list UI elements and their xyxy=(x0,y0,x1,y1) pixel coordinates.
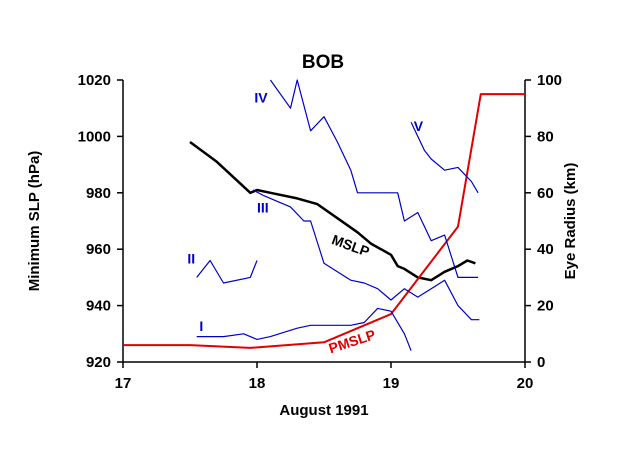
x-tick-label: 18 xyxy=(249,375,266,392)
y-right-tick-label: 100 xyxy=(537,72,562,89)
series-label-v: V xyxy=(414,118,424,134)
y-right-tick-label: 40 xyxy=(537,241,554,258)
series-label-ii: II xyxy=(187,250,195,266)
series-label-i: I xyxy=(199,318,203,334)
y-left-tick-label: 1020 xyxy=(78,72,111,89)
axes xyxy=(122,80,526,363)
series-line-pmslp xyxy=(123,93,525,349)
x-tick-label: 17 xyxy=(115,375,132,392)
x-tick-label: 19 xyxy=(383,375,400,392)
y-right-tick-label: 60 xyxy=(537,185,554,202)
y-left-tick-label: 940 xyxy=(86,298,111,315)
y-axis-right-label: Eye Radius (km) xyxy=(562,163,579,280)
series-line-mslp xyxy=(189,140,476,282)
series-label-iv: IV xyxy=(254,90,268,106)
series-label-iii: III xyxy=(257,200,269,216)
series-group xyxy=(123,79,525,351)
series-line-iv xyxy=(269,79,479,278)
series-line-v xyxy=(410,122,479,194)
series-label-mslp: MSLP xyxy=(330,231,372,259)
series-line-ii xyxy=(196,259,258,284)
y-axis-left-label: Minimum SLP (hPa) xyxy=(26,151,43,292)
x-tick-label: 20 xyxy=(517,375,534,392)
chart-title: BOB xyxy=(302,52,344,73)
y-right-tick-label: 80 xyxy=(537,128,554,145)
series-line-iii xyxy=(252,189,480,321)
y-left-tick-label: 920 xyxy=(86,354,111,371)
y-left-tick-label: 980 xyxy=(86,185,111,202)
y-left-tick-label: 960 xyxy=(86,241,111,258)
y-left-tick-label: 1000 xyxy=(78,128,111,145)
y-right-tick-label: 0 xyxy=(537,354,545,371)
series-line-i xyxy=(196,307,412,351)
x-axis-label: August 1991 xyxy=(279,402,368,419)
y-right-tick-label: 20 xyxy=(537,298,554,315)
